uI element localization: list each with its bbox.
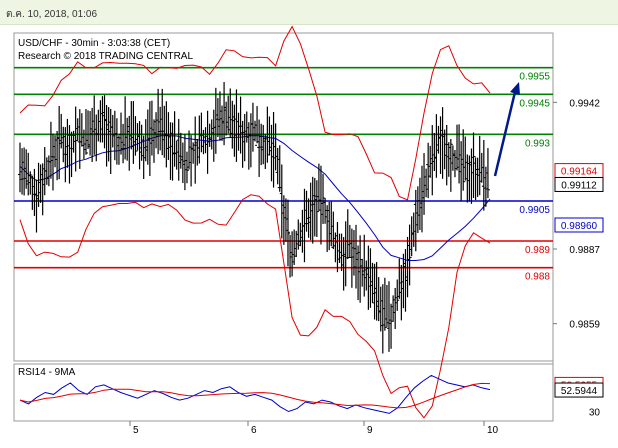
chart-title: USD/CHF - 30min - 3:03:38 (CET) [18,38,170,49]
price-tag-label: 0.98960 [561,221,598,232]
x-tick-label: 9 [367,425,373,436]
y-tick-label: 0.9942 [569,98,600,109]
x-tick-label: 6 [251,425,257,436]
rsi-panel [13,363,554,422]
level-label: 0.9905 [519,205,550,216]
x-tick-label: 5 [133,425,139,436]
forecast-arrow [493,91,517,177]
timestamp: ต.ค. 10, 2018, 01:06 [6,9,98,20]
bollinger-upper [19,25,491,201]
price-tag-box [554,176,604,192]
level-label: 0.989 [525,245,550,256]
price-tag-box [554,217,604,233]
forecast-arrowhead [510,82,520,95]
y-tick-label: 0.9859 [569,320,600,331]
level-label: 0.9945 [519,98,550,109]
bollinger-lower [19,194,491,419]
level-label: 0.988 [525,272,550,283]
rsi-y-tick-label: 30 [589,408,601,419]
price-tag-label: 0.99112 [561,180,597,191]
level-label: 0.9955 [519,72,550,83]
level-label: 0.993 [525,138,550,149]
price-tag-label: 0.99164 [561,167,598,178]
chart-subtitle: Research © 2018 TRADING CENTRAL [18,51,193,62]
rsi-tag-box [554,382,604,398]
x-tick-label: 10 [487,425,499,436]
timestamp-bar: ต.ค. 10, 2018, 01:06 [0,0,618,25]
rsi-label: RSI14 - 9MA [18,367,76,378]
rsi-ma-line [19,382,491,409]
rsi-line [19,374,491,414]
y-tick-label: 0.9887 [569,245,600,256]
rsi-tag-label: 52.5944 [561,386,598,397]
